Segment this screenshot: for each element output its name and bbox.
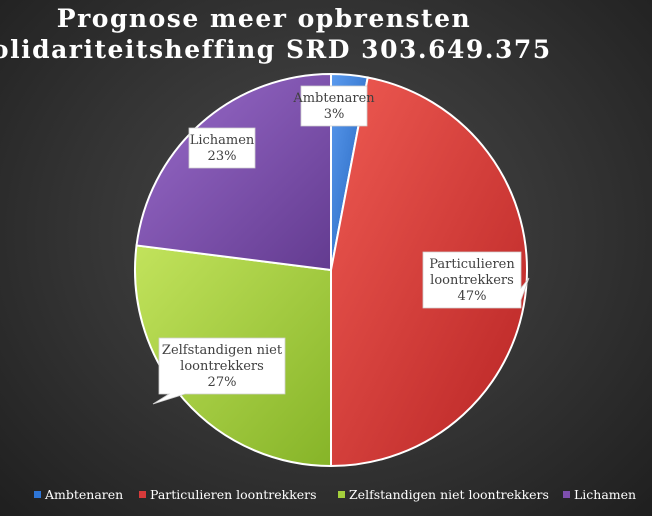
- data-label-box: [188, 127, 256, 169]
- data-label-text: 27%: [208, 375, 237, 390]
- pie-slice-lichamen: [135, 72, 332, 272]
- data-label-text: 3%: [324, 107, 345, 122]
- legend-label: Lichamen: [574, 487, 636, 502]
- data-label-text: 23%: [208, 149, 237, 164]
- legend-item-ambtenaren: Ambtenaren: [34, 487, 123, 502]
- legend-swatch: [338, 491, 345, 498]
- legend-item-lichamen: Lichamen: [563, 487, 636, 502]
- data-label-text: Lichamen: [190, 133, 255, 148]
- legend-item-particulieren-loontrekkers: Particulieren loontrekkers: [139, 487, 317, 502]
- legend: Ambtenaren Particulieren loontrekkers Zelf…: [34, 487, 636, 502]
- data-label-text: Zelfstandigen niet: [162, 343, 283, 358]
- chart-title-line-1: Prognose meer opbrensten: [57, 4, 471, 33]
- data-label-box: [422, 251, 530, 309]
- data-label-text: loontrekkers: [180, 359, 264, 374]
- data-labels: Ambtenaren3%Particulierenloontrekkers47%…: [152, 85, 530, 405]
- data-label-text: Ambtenaren: [292, 91, 375, 106]
- data-label-text: 47%: [458, 289, 487, 304]
- data-label-text: Particulieren: [429, 257, 515, 272]
- legend-swatch: [34, 491, 41, 498]
- legend-swatch: [563, 491, 570, 498]
- legend-label: Ambtenaren: [44, 487, 123, 502]
- legend-swatch: [139, 491, 146, 498]
- data-label-box: [152, 337, 286, 405]
- chart-title-line-2: solidariteitsheffing SRD 303.649.375: [0, 35, 552, 64]
- data-label-text: loontrekkers: [430, 273, 514, 288]
- data-label-box: [300, 85, 368, 127]
- legend-item-zelfstandigen-niet-loontrekkers: Zelfstandigen niet loontrekkers: [338, 487, 549, 502]
- legend-label: Zelfstandigen niet loontrekkers: [349, 487, 549, 502]
- legend-label: Particulieren loontrekkers: [150, 487, 317, 502]
